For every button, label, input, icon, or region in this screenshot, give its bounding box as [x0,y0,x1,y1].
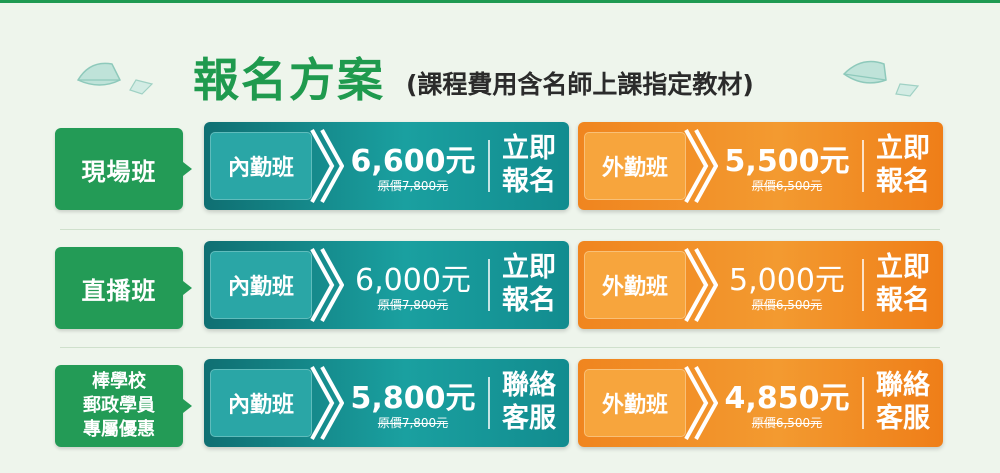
external-badge: 外勤班 [584,369,686,437]
top-accent-line [0,0,1000,3]
internal-plan-card[interactable]: 內勤班 5,800元 原價7,800元 聯絡 客服 [204,359,569,447]
action-line: 報名 [502,285,556,316]
double-chevron-icon [684,248,718,322]
vertical-separator [862,259,864,311]
plan-label-line: 郵政學員 [83,395,155,416]
plan-label-line: 棒學校 [92,371,146,392]
action-line: 報名 [876,285,930,316]
register-now-button[interactable]: 立即 報名 [870,132,936,200]
original-price: 原價7,800元 [377,298,449,312]
internal-plan-card[interactable]: 內勤班 6,000元 原價7,800元 立即 報名 [204,241,569,329]
register-now-button[interactable]: 立即 報名 [496,251,562,319]
sale-price: 5,000元 [729,263,845,298]
plan-label-line: 專屬優惠 [83,419,155,440]
action-line: 報名 [876,166,930,197]
plan-row-livestream: 直播班 內勤班 6,000元 原價7,800元 立即 報名 外勤班 5,000元… [0,241,1000,335]
vertical-separator [488,259,490,311]
pointer-triangle-icon [183,399,192,413]
paper-decoration-left-icon [76,62,154,95]
action-line: 立即 [876,133,930,164]
plan-label: 現場班 [55,128,192,210]
plan-row-postal-discount: 棒學校 郵政學員 專屬優惠 內勤班 5,800元 原價7,800元 聯絡 客服 … [0,359,1000,453]
original-price: 原價6,500元 [751,298,823,312]
sale-price: 6,600元 [350,144,476,179]
double-chevron-icon [684,129,718,203]
double-chevron-icon [310,129,344,203]
plan-label: 棒學校 郵政學員 專屬優惠 [55,365,192,447]
vertical-separator [862,140,864,192]
external-badge: 外勤班 [584,132,686,200]
double-chevron-icon [684,366,718,440]
double-chevron-icon [310,248,344,322]
action-line: 報名 [502,166,556,197]
row-divider [60,347,940,348]
row-divider [60,229,940,230]
contact-service-button[interactable]: 聯絡 客服 [496,369,562,437]
action-line: 立即 [502,133,556,164]
double-chevron-icon [310,366,344,440]
paper-decoration-right-icon [842,60,920,97]
contact-service-button[interactable]: 聯絡 客服 [870,369,936,437]
pointer-triangle-icon [183,162,192,176]
original-price: 原價7,800元 [377,179,449,193]
action-line: 聯絡 [502,370,556,401]
vertical-separator [488,140,490,192]
sale-price: 5,500元 [724,144,850,179]
external-plan-card[interactable]: 外勤班 5,500元 原價6,500元 立即 報名 [578,122,943,210]
register-now-button[interactable]: 立即 報名 [870,251,936,319]
sale-price: 6,000元 [355,263,471,298]
plan-label-text: 直播班 [81,276,157,305]
action-line: 立即 [876,252,930,283]
internal-badge: 內勤班 [210,132,312,200]
external-plan-card[interactable]: 外勤班 5,000元 原價6,500元 立即 報名 [578,241,943,329]
action-line: 立即 [502,252,556,283]
original-price: 原價6,500元 [751,416,823,430]
internal-badge: 內勤班 [210,251,312,319]
plan-row-onsite: 現場班 內勤班 6,600元 原價7,800元 立即 報名 外勤班 5,500元… [0,122,1000,216]
original-price: 原價7,800元 [377,416,449,430]
register-now-button[interactable]: 立即 報名 [496,132,562,200]
sale-price: 5,800元 [350,381,476,416]
header: 報名方案 (課程費用含名師上課指定教材) [0,34,1000,114]
page-title: 報名方案 [193,53,385,107]
plan-label-text: 現場班 [81,157,157,186]
external-badge: 外勤班 [584,251,686,319]
action-line: 客服 [876,403,930,434]
original-price: 原價6,500元 [751,179,823,193]
vertical-separator [862,377,864,429]
page-subtitle: (課程費用含名師上課指定教材) [406,70,754,99]
internal-plan-card[interactable]: 內勤班 6,600元 原價7,800元 立即 報名 [204,122,569,210]
internal-badge: 內勤班 [210,369,312,437]
pointer-triangle-icon [183,281,192,295]
action-line: 聯絡 [876,370,930,401]
external-plan-card[interactable]: 外勤班 4,850元 原價6,500元 聯絡 客服 [578,359,943,447]
plan-label: 直播班 [55,247,192,329]
vertical-separator [488,377,490,429]
action-line: 客服 [502,403,556,434]
sale-price: 4,850元 [724,381,850,416]
